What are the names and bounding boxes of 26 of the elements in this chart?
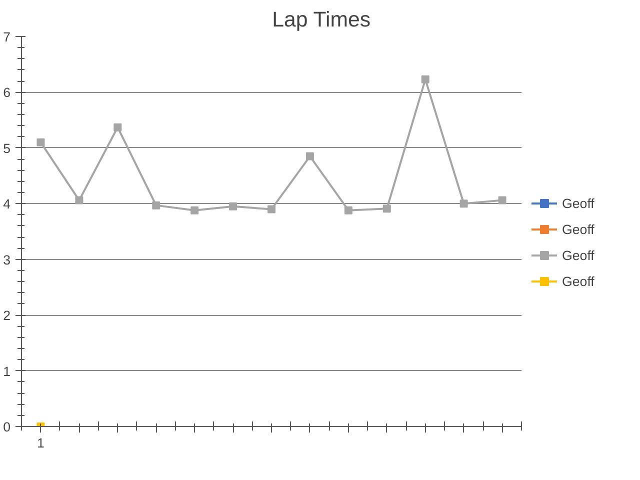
point [114,123,122,132]
legend-label: Geoff [562,248,594,262]
point [460,200,468,208]
y-tick-label: 4 [3,196,12,212]
point [268,205,276,214]
legend-label: Geoff [562,222,594,236]
legend-label: Geoff [562,196,594,210]
y-tick-label: 6 [3,85,11,100]
point [152,201,160,210]
y-tick-label: 7 [3,30,11,44]
point [306,152,314,160]
y-tick-label: 3 [3,252,11,268]
point [229,202,238,210]
y-tick-label: 2 [3,308,11,324]
chart-title: Lap Times [272,8,371,32]
point [344,206,352,214]
point [36,138,45,146]
point [382,204,391,213]
y-tick-label: 0 [3,420,11,434]
y-tick-label: 5 [3,140,11,156]
legend-label: Geoff [562,274,594,288]
point [190,206,199,214]
y-tick-label: 1 [3,364,11,379]
point [421,75,430,84]
point [75,196,84,204]
point [498,196,506,204]
